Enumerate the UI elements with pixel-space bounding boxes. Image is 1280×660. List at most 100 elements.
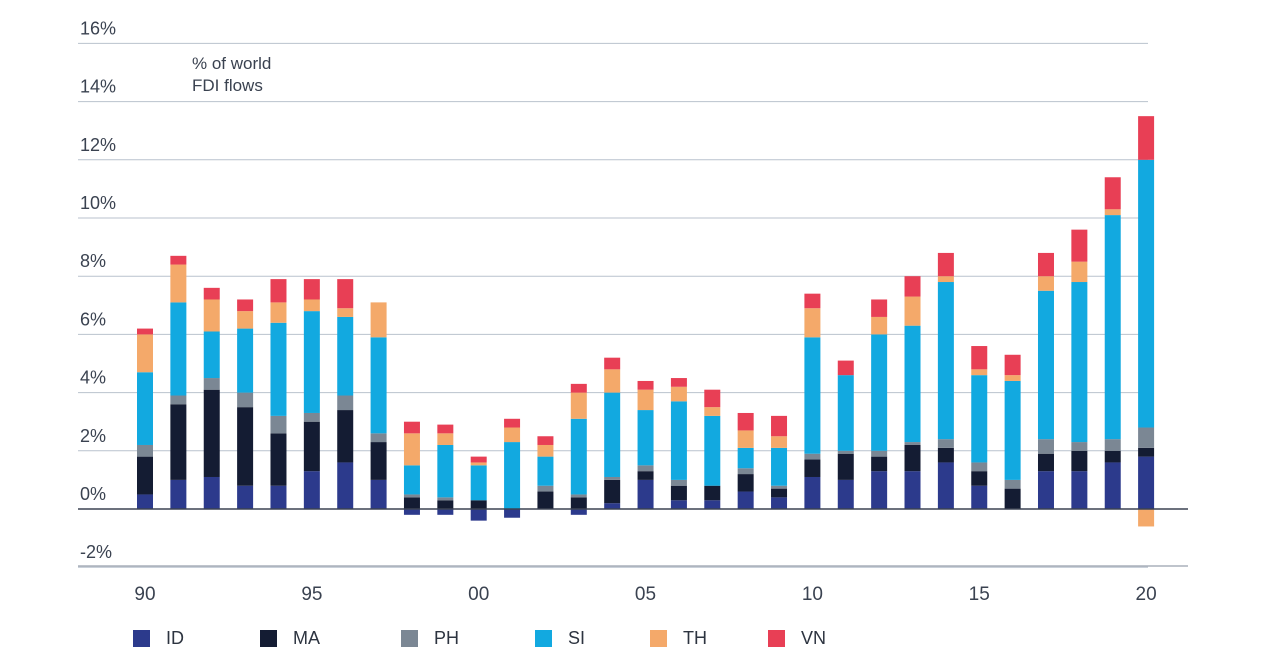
bar-segment-vn-2006 (670, 378, 687, 387)
bar-stack-2014 (937, 252, 954, 509)
bar-segment-ma-2005 (637, 471, 654, 480)
bar-segment-vn-2003 (570, 383, 587, 393)
y-tick-label: 10% (80, 193, 116, 213)
y-tick-label: 4% (80, 368, 106, 388)
bar-segment-th-1993 (237, 311, 254, 329)
bar-stack-2007 (704, 389, 721, 509)
bar-segment-ma-1994 (270, 433, 287, 486)
bar-segment-th-1992 (203, 299, 220, 332)
unit-label-line-1: % of world (192, 54, 271, 73)
bar-segment-th-2009 (771, 436, 788, 448)
bar-segment-si-1993 (237, 328, 254, 393)
bar-segment-ph-2019 (1104, 439, 1121, 451)
bar-segment-vn-2013 (904, 276, 921, 297)
bar-segment-vn-1999 (437, 424, 454, 434)
legend-swatch-si (535, 629, 552, 647)
bar-segment-ma-2014 (937, 447, 954, 463)
bar-segment-th-2008 (737, 430, 754, 448)
bar-segment-vn-2005 (637, 380, 654, 390)
bar-segment-id-2015 (971, 485, 988, 509)
bar-segment-vn-2019 (1104, 177, 1121, 210)
bar-segment-id-2011 (837, 479, 854, 509)
legend-swatch-id (133, 629, 150, 647)
x-tick-label: 00 (468, 584, 489, 605)
bar-segment-ph-1990 (137, 444, 153, 457)
bar-segment-ph-2017 (1037, 439, 1054, 454)
bar-stack-1999 (437, 424, 454, 515)
bar-segment-si-2003 (570, 418, 587, 495)
bar-stack-2005 (637, 380, 654, 509)
bar-segment-vn-1991 (170, 255, 187, 265)
unit-label-line-2: FDI flows (192, 76, 263, 95)
bar-stack-2003 (570, 383, 587, 515)
bar-segment-vn-2018 (1071, 229, 1088, 262)
bar-segment-ma-1997 (370, 442, 387, 480)
bar-segment-ph-2004 (604, 476, 621, 480)
bar-segment-th-2010 (804, 308, 821, 338)
bar-segment-th-2014 (937, 276, 954, 283)
bar-segment-ph-2005 (637, 465, 654, 472)
bar-segment-th-1999 (437, 433, 454, 445)
bar-segment-ma-1990 (137, 456, 153, 495)
bar-segment-ph-2011 (837, 450, 854, 454)
bar-segment-ph-1992 (203, 378, 220, 390)
bar-segment-si-1999 (437, 444, 454, 498)
bar-segment-ph-1998 (403, 494, 420, 498)
bar-segment-si-2015 (971, 375, 988, 463)
bar-segment-th-2001 (504, 427, 521, 443)
bar-segment-vn-2020 (1138, 116, 1155, 160)
bar-stack-2018 (1071, 229, 1088, 509)
legend-label-si: SI (568, 627, 586, 648)
bar-segment-ma-2020 (1138, 447, 1155, 457)
bar-segment-th-2006 (670, 386, 687, 402)
legend-label-vn: VN (801, 627, 827, 648)
bar-segment-si-2018 (1071, 282, 1088, 443)
bar-segment-vn-2001 (504, 418, 521, 428)
bar-segment-id-2008 (737, 491, 754, 509)
bar-stack-2011 (837, 360, 854, 509)
bar-segment-vn-2000 (470, 456, 487, 463)
bar-segment-ma-2004 (604, 479, 621, 504)
bar-segment-th-2017 (1037, 276, 1054, 291)
bar-segment-id-1996 (337, 462, 354, 509)
legend: ID MA PH SI TH VN (133, 626, 893, 650)
bar-segment-id-2017 (1037, 471, 1054, 509)
legend-swatch-vn (768, 629, 785, 647)
y-tick-label: 16% (80, 18, 116, 38)
bar-segment-ma-1996 (337, 410, 354, 463)
bar-stack-1990 (137, 328, 153, 509)
bar-segment-si-2019 (1104, 215, 1121, 440)
bar-stack-1992 (203, 287, 220, 509)
legend-label-ph: PH (434, 627, 460, 648)
bar-segment-id-1995 (303, 471, 320, 509)
legend-item-vn: VN (768, 626, 826, 650)
bar-segment-si-2007 (704, 415, 721, 486)
bar-segment-vn-2015 (971, 346, 988, 370)
bar-stack-2000 (470, 456, 487, 521)
bar-segment-ph-1996 (337, 395, 354, 411)
bar-segment-si-2000 (470, 465, 487, 501)
bar-stack-1991 (170, 255, 187, 509)
bar-segment-id-1997 (370, 479, 387, 509)
bar-segment-vn-1998 (403, 421, 420, 434)
bar-segment-ph-2014 (937, 439, 954, 448)
bar-segment-id-1991 (170, 479, 187, 509)
x-tick-label: 90 (134, 584, 155, 605)
legend-item-th: TH (650, 626, 707, 650)
legend-item-id: ID (133, 626, 184, 650)
bar-segment-ma-2006 (670, 485, 687, 501)
legend-swatch-th (650, 629, 667, 647)
bar-segment-ma-2007 (704, 485, 721, 501)
bar-segment-ma-1991 (170, 404, 187, 480)
bar-segment-ma-2017 (1037, 453, 1054, 472)
bar-segment-vn-1995 (303, 279, 320, 300)
bar-segment-th-2000 (470, 462, 487, 466)
bar-segment-ph-2009 (771, 485, 788, 489)
bar-segment-vn-1990 (137, 328, 153, 335)
bar-segment-ph-2018 (1071, 442, 1088, 451)
bar-segment-si-2013 (904, 325, 921, 443)
bar-segment-ma-2015 (971, 471, 988, 486)
bar-segment-th-2005 (637, 389, 654, 411)
y-tick-label: 2% (80, 426, 106, 446)
bar-segment-ma-2010 (804, 459, 821, 477)
